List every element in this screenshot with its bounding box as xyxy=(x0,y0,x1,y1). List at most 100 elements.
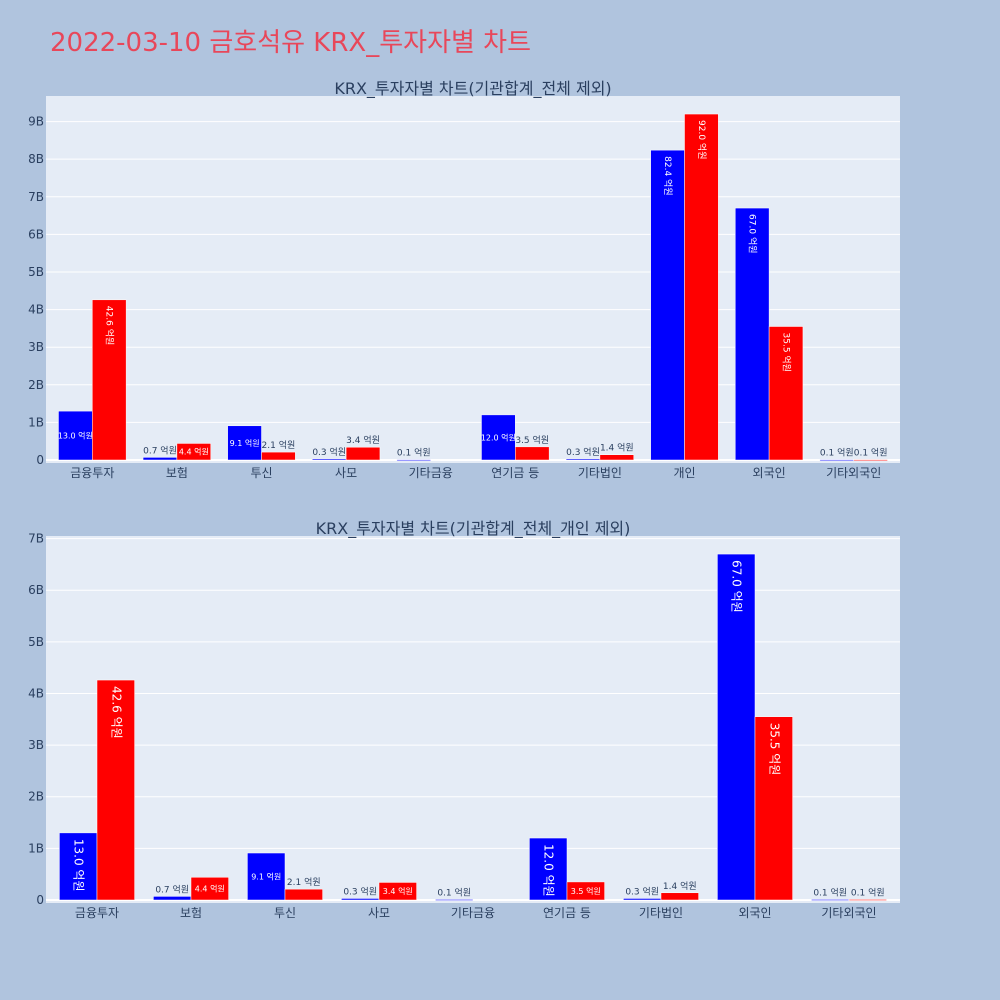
bar-series-a xyxy=(811,899,850,901)
x-tick-label: 금융투자 xyxy=(75,906,119,920)
data-label: 0.1 억원 xyxy=(854,447,888,459)
data-label: 35.5 억원 xyxy=(781,333,793,372)
x-tick-label: 금융투자 xyxy=(70,466,114,480)
bar-series-a xyxy=(481,414,516,461)
bar-series-a xyxy=(650,149,685,461)
x-tick-label: 개인 xyxy=(673,466,695,480)
x-tick-label: 외국인 xyxy=(753,466,786,480)
data-label: 2.1 억원 xyxy=(287,876,321,888)
bar-series-b xyxy=(754,716,793,901)
bar-series-b xyxy=(345,446,381,461)
y-tick-label: 5B xyxy=(28,265,44,279)
page-title: 2022-03-10 금호석유 KRX_투자자별 차트 xyxy=(50,28,532,58)
data-label: 2.1 억원 xyxy=(262,439,296,451)
bar-series-a xyxy=(341,898,380,901)
bar-series-b xyxy=(848,899,887,901)
x-tick-label: 보험 xyxy=(180,906,202,920)
bar-series-a xyxy=(529,837,568,901)
data-label: 0.7 억원 xyxy=(143,444,177,456)
x-tick-label: 기타외국인 xyxy=(826,466,881,480)
data-label: 92.0 억원 xyxy=(696,120,708,159)
data-label: 67.0 억원 xyxy=(747,214,759,253)
data-label: 42.6 억원 xyxy=(109,686,123,739)
y-tick-label: 2B xyxy=(28,790,44,804)
data-label: 0.1 억원 xyxy=(820,447,854,459)
bar-series-b xyxy=(261,451,296,461)
data-label: 3.4 억원 xyxy=(383,886,413,896)
bar-series-b xyxy=(515,446,550,461)
x-tick-label: 기타금융 xyxy=(451,906,495,920)
x-tick-label: 보험 xyxy=(166,466,188,480)
data-label: 0.3 억원 xyxy=(312,446,346,458)
bar-series-b xyxy=(190,877,229,901)
bar-series-b xyxy=(853,459,888,461)
x-tick-label: 사모 xyxy=(335,466,357,480)
y-tick-label: 1B xyxy=(28,841,44,855)
bar-series-b xyxy=(96,679,135,901)
chart-title: KRX_투자자별 차트(기관합계_전체_개인 제외) xyxy=(316,519,631,539)
y-tick-label: 3B xyxy=(28,340,44,354)
bar-series-a xyxy=(58,410,93,461)
data-label: 3.5 억원 xyxy=(515,434,549,446)
bar-series-b xyxy=(378,882,417,901)
bar-series-b xyxy=(768,326,804,461)
chart-title: KRX_투자자별 차트(기관합계_전체 제외) xyxy=(334,79,611,99)
data-label: 13.0 억원 xyxy=(58,431,93,441)
bar-series-b xyxy=(176,443,211,461)
x-tick-label: 기타금융 xyxy=(409,466,453,480)
bar-series-b xyxy=(566,881,605,901)
x-tick-label: 사모 xyxy=(368,906,390,920)
bar-series-a xyxy=(59,832,98,901)
data-label: 1.4 억원 xyxy=(663,880,697,892)
bar-series-b xyxy=(684,113,719,461)
x-tick-label: 기타외국인 xyxy=(821,906,876,920)
bar-series-a xyxy=(396,459,431,461)
y-tick-label: 2B xyxy=(28,378,44,392)
x-tick-label: 연기금 등 xyxy=(491,466,539,480)
bar-series-a xyxy=(435,899,474,901)
data-label: 12.0 억원 xyxy=(542,844,556,897)
y-tick-label: 6B xyxy=(28,227,44,241)
bar-series-a xyxy=(623,898,662,901)
data-label: 0.3 억원 xyxy=(566,446,600,458)
data-label: 4.4 억원 xyxy=(195,884,225,894)
y-tick-label: 7B xyxy=(28,532,44,546)
y-tick-label: 0 xyxy=(36,893,44,907)
bar-series-b xyxy=(660,892,699,901)
data-label: 3.4 억원 xyxy=(346,434,380,446)
data-label: 9.1 억원 xyxy=(230,438,260,448)
bar-series-b xyxy=(92,299,127,461)
y-tick-label: 3B xyxy=(28,738,44,752)
data-label: 0.1 억원 xyxy=(437,886,471,898)
data-label: 0.1 억원 xyxy=(813,886,847,898)
data-label: 3.5 억원 xyxy=(571,886,601,896)
bar-series-b xyxy=(284,888,323,901)
data-label: 0.3 억원 xyxy=(343,885,377,897)
bar-series-a xyxy=(153,896,192,901)
y-tick-label: 9B xyxy=(28,115,44,129)
x-tick-label: 연기금 등 xyxy=(543,906,591,920)
data-label: 42.6 억원 xyxy=(104,306,116,345)
x-tick-label: 투신 xyxy=(250,466,272,480)
y-tick-label: 4B xyxy=(28,303,44,317)
y-tick-label: 7B xyxy=(28,190,44,204)
data-label: 12.0 억원 xyxy=(481,432,516,442)
data-label: 82.4 억원 xyxy=(662,156,674,195)
y-tick-label: 5B xyxy=(28,635,44,649)
data-label: 9.1 억원 xyxy=(251,872,281,882)
x-tick-label: 투신 xyxy=(274,906,296,920)
bar-series-a xyxy=(735,207,770,461)
bar-series-a xyxy=(247,852,286,901)
data-label: 0.1 억원 xyxy=(851,886,885,898)
bar-series-a xyxy=(717,553,756,901)
x-tick-label: 기타법인 xyxy=(639,906,683,920)
bar-series-a xyxy=(227,425,262,461)
data-label: 35.5 억원 xyxy=(767,723,781,776)
data-label: 13.0 억원 xyxy=(72,839,86,892)
y-tick-label: 4B xyxy=(28,686,44,700)
data-label: 67.0 억원 xyxy=(730,560,744,613)
data-label: 0.1 억원 xyxy=(397,447,431,459)
x-tick-label: 외국인 xyxy=(738,906,771,920)
